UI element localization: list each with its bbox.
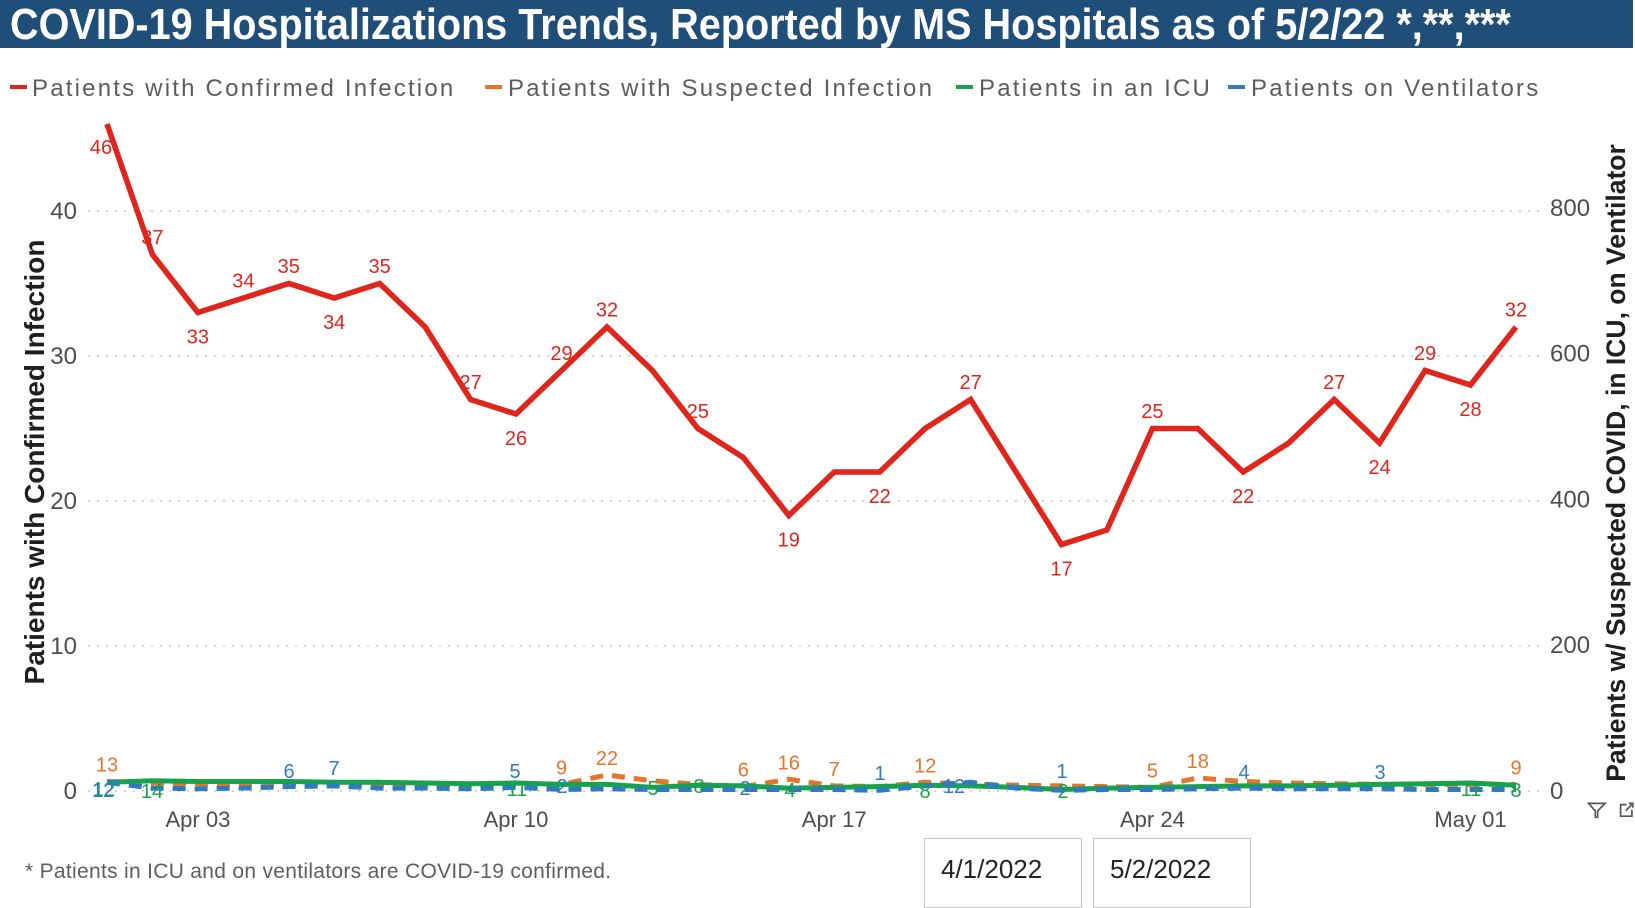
- svg-text:1: 1: [874, 763, 885, 785]
- svg-text:600: 600: [1550, 341, 1590, 368]
- svg-text:11: 11: [1461, 779, 1482, 801]
- svg-text:11: 11: [507, 779, 528, 801]
- svg-text:34: 34: [323, 312, 345, 334]
- svg-text:30: 30: [50, 343, 77, 370]
- svg-text:2: 2: [1057, 781, 1068, 803]
- svg-text:400: 400: [1550, 486, 1590, 513]
- svg-text:0: 0: [64, 778, 77, 805]
- svg-text:* Patients in ICU and on venti: * Patients in ICU and on ventilators are…: [25, 860, 611, 883]
- svg-text:32: 32: [596, 300, 618, 322]
- svg-text:28: 28: [1459, 399, 1481, 421]
- svg-text:27: 27: [1323, 372, 1345, 394]
- svg-text:12: 12: [943, 776, 965, 798]
- svg-text:7: 7: [829, 759, 840, 781]
- svg-text:19: 19: [778, 530, 800, 552]
- svg-text:5: 5: [1147, 760, 1158, 782]
- svg-text:6: 6: [738, 760, 749, 782]
- svg-text:35: 35: [369, 256, 391, 278]
- svg-text:Patients on Ventilators: Patients on Ventilators: [1251, 75, 1540, 102]
- svg-text:Apr 03: Apr 03: [165, 807, 230, 832]
- svg-text:32: 32: [1505, 300, 1527, 322]
- svg-text:27: 27: [959, 372, 981, 394]
- svg-text:20: 20: [50, 488, 77, 515]
- svg-text:12: 12: [93, 779, 115, 801]
- svg-text:Patients with Confirmed Infect: Patients with Confirmed Infection: [32, 75, 455, 102]
- svg-text:46: 46: [90, 137, 112, 159]
- svg-text:22: 22: [869, 486, 891, 508]
- svg-text:37: 37: [141, 227, 163, 249]
- svg-text:Patients with Confirmed Infect: Patients with Confirmed Infection: [19, 240, 50, 685]
- svg-text:13: 13: [96, 755, 118, 777]
- svg-text:2: 2: [556, 776, 567, 798]
- svg-text:May 01: May 01: [1434, 807, 1506, 832]
- svg-text:Apr 10: Apr 10: [484, 807, 549, 832]
- svg-text:8: 8: [919, 781, 930, 803]
- svg-text:14: 14: [141, 781, 163, 803]
- svg-text:26: 26: [505, 428, 527, 450]
- svg-text:6: 6: [283, 761, 294, 783]
- svg-text:800: 800: [1550, 195, 1590, 222]
- svg-text:Patients w/ Suspected COVID, i: Patients w/ Suspected COVID, in ICU, on …: [1601, 144, 1631, 782]
- svg-text:40: 40: [50, 198, 77, 225]
- svg-text:0: 0: [1550, 778, 1563, 805]
- svg-text:1: 1: [1056, 761, 1067, 783]
- svg-text:33: 33: [187, 327, 209, 349]
- svg-text:8: 8: [1510, 780, 1521, 802]
- svg-text:29: 29: [1414, 343, 1436, 365]
- svg-text:200: 200: [1550, 632, 1590, 659]
- svg-text:12: 12: [92, 780, 114, 802]
- svg-text:24: 24: [1368, 457, 1390, 479]
- svg-text:34: 34: [232, 271, 254, 293]
- svg-text:4: 4: [1238, 762, 1249, 784]
- svg-text:35: 35: [278, 256, 300, 278]
- svg-text:Apr 24: Apr 24: [1120, 807, 1185, 832]
- svg-text:22: 22: [1232, 486, 1254, 508]
- svg-text:25: 25: [687, 401, 709, 423]
- svg-text:Patients with Suspected Infect: Patients with Suspected Infection: [508, 75, 934, 102]
- svg-text:9: 9: [556, 757, 567, 779]
- svg-text:25: 25: [1141, 401, 1163, 423]
- svg-text:7: 7: [328, 758, 339, 780]
- svg-text:9: 9: [1510, 757, 1521, 779]
- svg-text:27: 27: [459, 372, 481, 394]
- svg-text:2: 2: [739, 778, 750, 800]
- svg-text:3: 3: [1374, 762, 1385, 784]
- svg-text:16: 16: [778, 752, 800, 774]
- svg-text:29: 29: [550, 343, 572, 365]
- svg-text:12: 12: [914, 755, 936, 777]
- svg-text:10: 10: [50, 633, 77, 660]
- svg-text:Patients in an ICU: Patients in an ICU: [979, 75, 1212, 102]
- svg-text:5: 5: [647, 778, 658, 800]
- svg-text:22: 22: [596, 748, 618, 770]
- svg-text:5: 5: [509, 761, 520, 783]
- svg-text:4: 4: [784, 780, 795, 802]
- svg-text:17: 17: [1050, 559, 1072, 581]
- svg-text:18: 18: [1187, 751, 1209, 773]
- svg-text:8: 8: [693, 776, 704, 798]
- svg-text:Apr 17: Apr 17: [802, 807, 867, 832]
